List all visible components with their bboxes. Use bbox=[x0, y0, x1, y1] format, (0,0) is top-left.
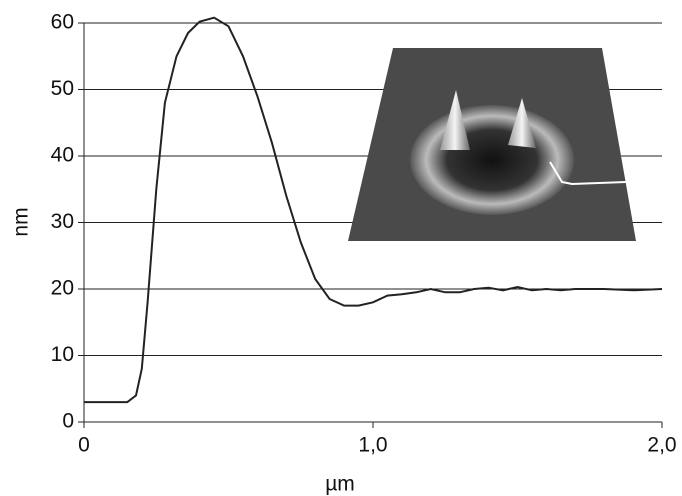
inset-image bbox=[348, 48, 636, 241]
y-tick-label: 10 bbox=[51, 343, 74, 366]
y-tick-label: 30 bbox=[51, 210, 74, 233]
x-tick-label: 0 bbox=[78, 434, 90, 457]
y-tick-label: 0 bbox=[62, 410, 74, 433]
y-tick-label: 20 bbox=[51, 277, 74, 300]
y-tick-label: 40 bbox=[51, 144, 74, 167]
x-tick-label: 2,0 bbox=[647, 434, 676, 457]
chart: 0 10 20 30 40 50 60 0 1,0 2,0 µm nm bbox=[0, 0, 682, 496]
x-axis-label: µm bbox=[325, 473, 355, 496]
y-axis-label: nm bbox=[10, 207, 33, 236]
y-tick-label: 60 bbox=[51, 11, 74, 34]
y-tick-label: 50 bbox=[51, 77, 74, 100]
x-tick-label: 1,0 bbox=[358, 434, 387, 457]
